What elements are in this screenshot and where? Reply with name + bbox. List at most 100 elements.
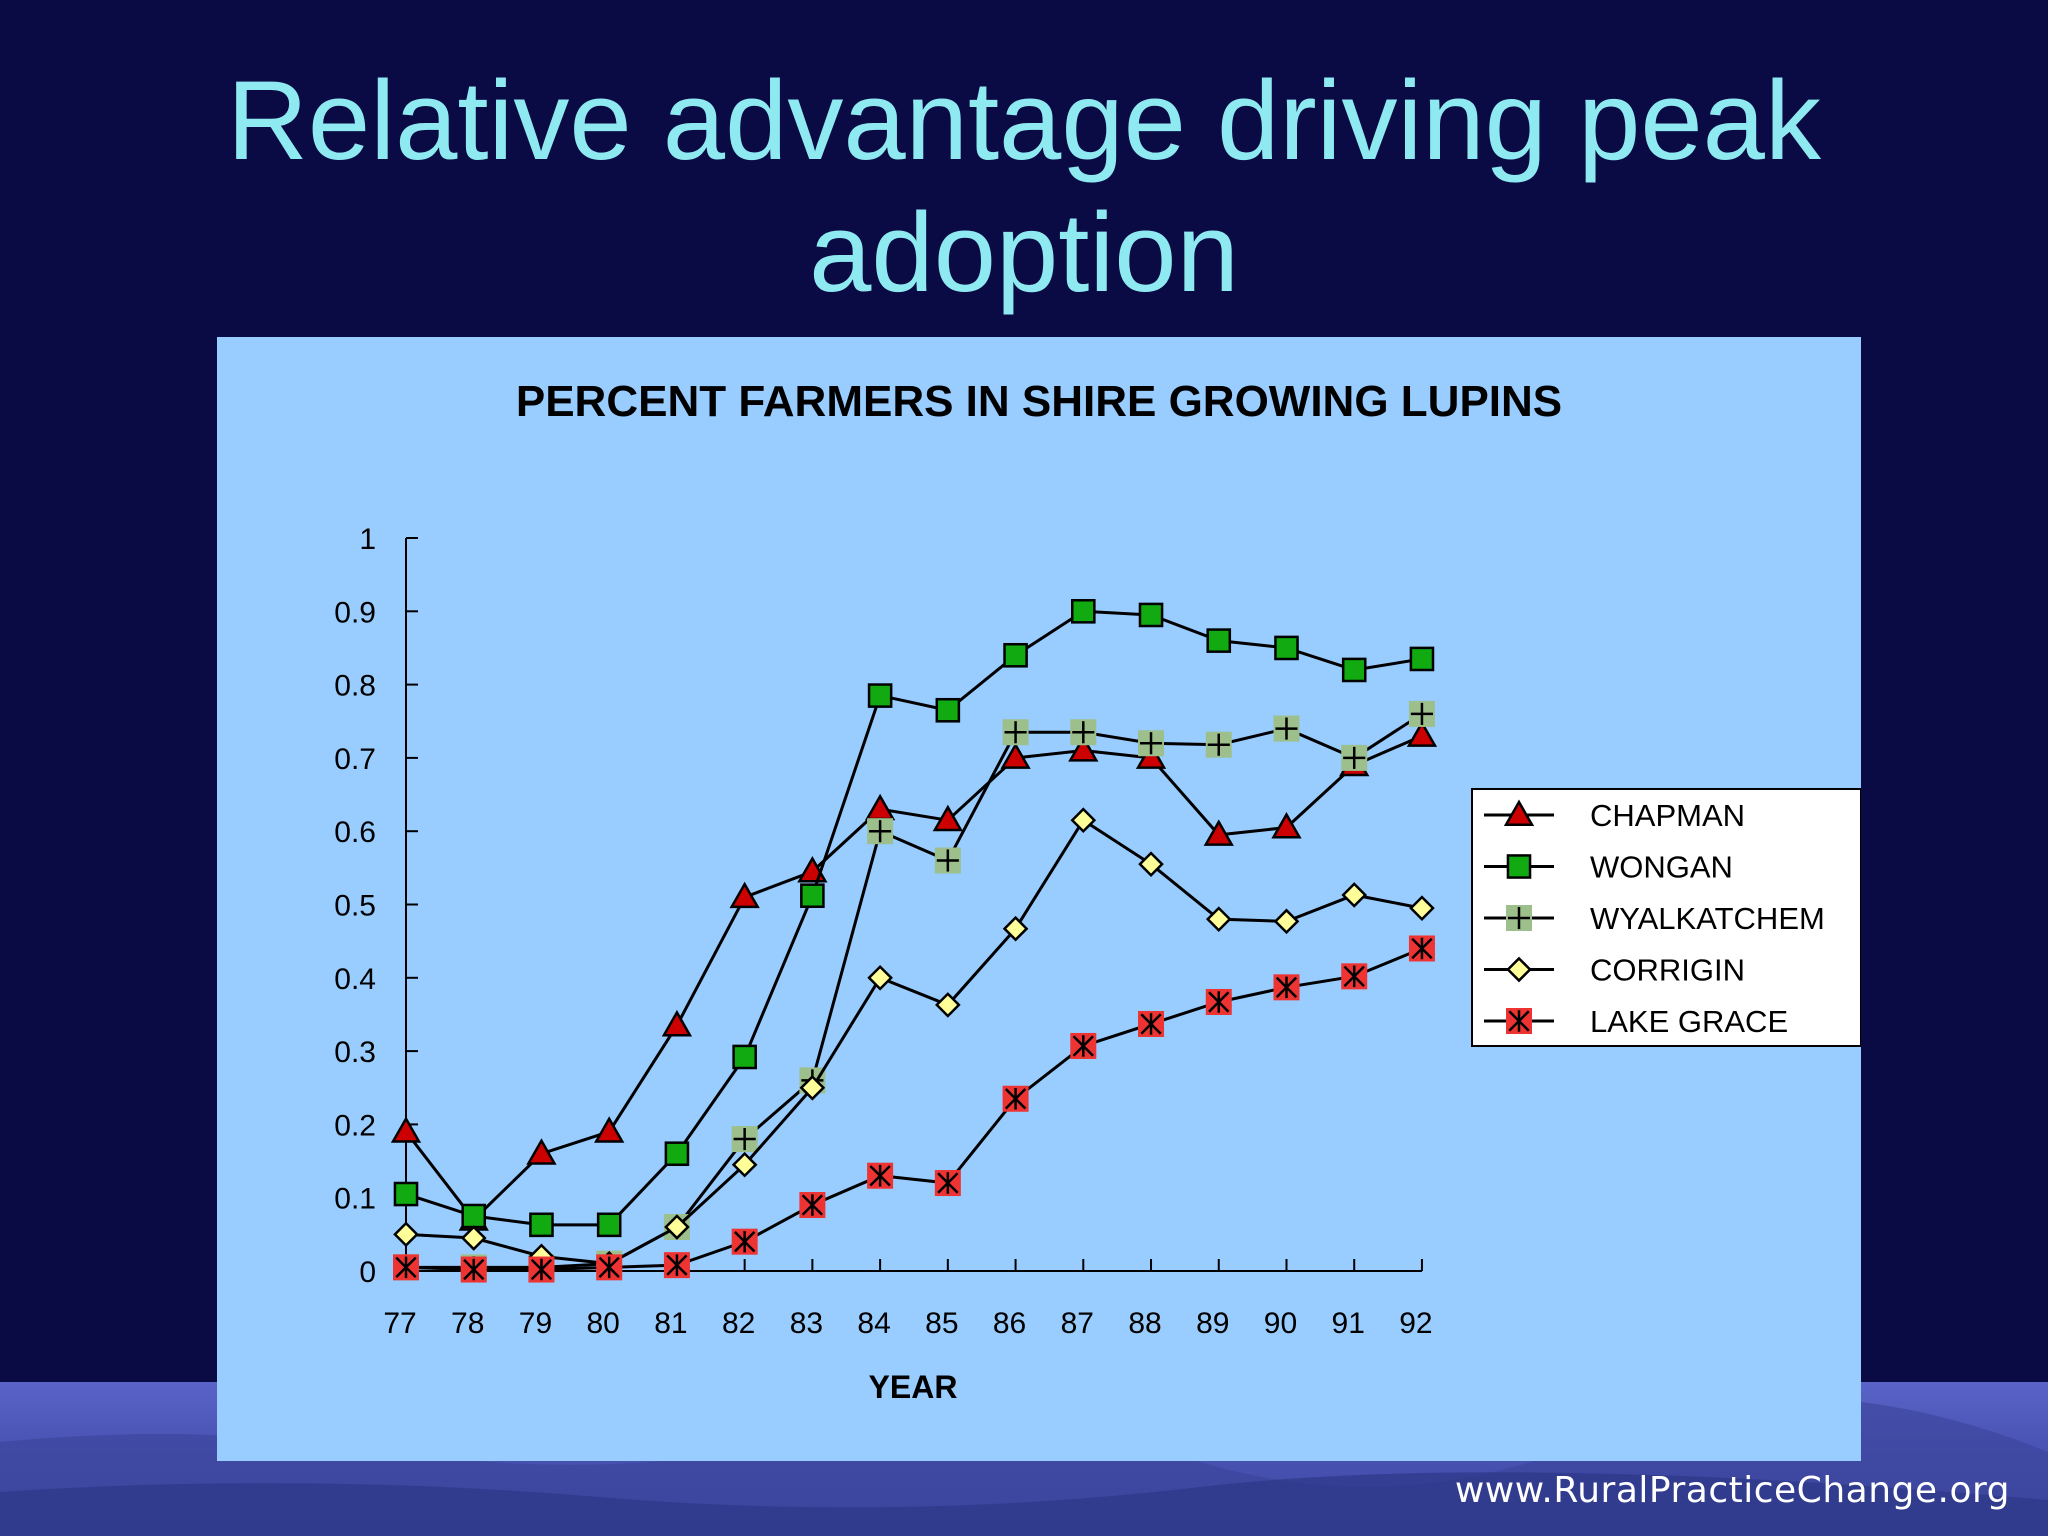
data-point-chapman: [390, 1116, 422, 1143]
x-tick-label: 91: [1332, 1307, 1365, 1340]
x-tick-label: 77: [383, 1307, 416, 1340]
data-point-chapman: [526, 1138, 557, 1165]
x-tick-label: 79: [519, 1307, 552, 1340]
x-tick-label: 82: [722, 1307, 755, 1340]
data-point-wongan: [1274, 635, 1299, 661]
data-point-wongan: [461, 1203, 487, 1229]
legend-item-chapman: CHAPMAN: [1484, 798, 1745, 833]
data-point-lake-grace: [1273, 974, 1300, 1001]
x-tick-label: 84: [857, 1307, 890, 1340]
data-point-corrigin: [731, 1151, 758, 1178]
data-point-lake-grace: [460, 1256, 487, 1283]
chart-panel: PERCENT FARMERS IN SHIRE GROWING LUPINS …: [217, 337, 1861, 1461]
data-point-chapman: [864, 793, 896, 821]
data-point-chapman: [1271, 812, 1302, 839]
data-point-chapman: [1000, 742, 1031, 769]
data-point-lake-grace: [1138, 1010, 1165, 1037]
data-point-wongan: [935, 697, 961, 723]
y-tick-label: 0.6: [334, 816, 376, 849]
y-tick-label: 0.9: [334, 596, 376, 629]
data-point-corrigin: [799, 1074, 826, 1101]
line-chart: PERCENT FARMERS IN SHIRE GROWING LUPINS …: [334, 377, 1861, 1405]
legend-marker-lake-grace: [1506, 1008, 1532, 1034]
data-point-wyalkatchem: [1002, 719, 1029, 746]
y-tick-label: 0.8: [334, 670, 376, 703]
data-point-wyalkatchem: [1408, 700, 1435, 727]
series-corrigin: [393, 807, 1435, 1277]
data-point-lake-grace: [1205, 988, 1232, 1015]
data-point-lake-grace: [393, 1254, 419, 1281]
data-point-wyalkatchem: [1138, 730, 1165, 757]
data-point-wongan: [867, 683, 893, 708]
x-tick-label: 86: [993, 1307, 1026, 1340]
data-point-wongan: [596, 1212, 622, 1238]
legend-marker-wongan: [1506, 854, 1532, 879]
data-point-wongan: [529, 1212, 554, 1238]
data-point-chapman: [661, 1009, 693, 1037]
data-point-wyalkatchem: [867, 818, 894, 845]
series-line-lake-grace: [405, 947, 1423, 1272]
landscape-silhouette: [0, 1397, 2048, 1536]
legend-item-wongan: WONGAN: [1484, 850, 1733, 885]
data-point-corrigin: [393, 1221, 419, 1248]
y-tick-label: 0.5: [334, 890, 376, 923]
legend-marker-wyalkatchem: [1506, 905, 1532, 931]
data-point-wyalkatchem: [1341, 744, 1368, 771]
legend-marker-chapman: [1503, 799, 1535, 826]
data-point-wongan: [1138, 602, 1164, 628]
data-point-wyalkatchem: [1070, 719, 1097, 746]
y-tick-label: 0.4: [334, 963, 376, 996]
x-tick-label: 85: [925, 1307, 958, 1340]
data-point-corrigin: [1070, 807, 1097, 834]
data-point-wongan: [664, 1141, 690, 1167]
x-tick-label: 87: [1061, 1307, 1094, 1340]
slide-title: Relative advantage driving peak adoption: [227, 58, 1821, 315]
data-point-wongan: [1409, 646, 1435, 672]
data-point-wongan: [393, 1181, 419, 1207]
data-point-corrigin: [1138, 851, 1164, 878]
y-tick-label: 0.1: [334, 1183, 376, 1216]
footer-url: www.RuralPracticeChange.org: [1454, 1470, 2010, 1511]
data-point-wongan: [1341, 657, 1367, 683]
y-tick-label: 0: [359, 1256, 376, 1289]
data-point-lake-grace: [934, 1170, 961, 1197]
axes: 0 0.1 0.2 0.3 0.4 0.5 0.6 0.7 0.8 0.9 1 77 78 79 80 81 8…: [334, 523, 1432, 1340]
series-layer: [390, 599, 1438, 1283]
data-point-corrigin: [664, 1214, 690, 1240]
legend-item-corrigin: CORRIGIN: [1484, 953, 1745, 988]
data-point-corrigin: [1273, 908, 1300, 935]
data-point-chapman: [1135, 742, 1167, 769]
data-point-wyalkatchem: [1273, 715, 1300, 742]
data-point-wyalkatchem: [1205, 731, 1232, 758]
x-tick-label: 88: [1128, 1307, 1161, 1340]
data-point-wyalkatchem: [934, 847, 961, 874]
data-point-chapman: [1068, 735, 1099, 762]
legend-label-chapman: CHAPMAN: [1590, 798, 1745, 833]
data-point-corrigin: [1409, 895, 1435, 921]
y-tick-label: 0.3: [334, 1036, 376, 1069]
data-point-corrigin: [460, 1225, 487, 1251]
data-point-lake-grace: [663, 1252, 690, 1279]
legend-label-wyalkatchem: WYALKATCHEM: [1590, 901, 1825, 936]
data-point-lake-grace: [1002, 1085, 1029, 1112]
data-point-lake-grace: [1070, 1032, 1097, 1059]
x-tick-label: 92: [1399, 1307, 1432, 1340]
data-point-chapman: [1406, 720, 1438, 747]
legend: CHAPMAN WONGAN WYALKATCHEM CORRIGIN LAKE GRA…: [1471, 788, 1861, 1047]
data-point-corrigin: [1205, 906, 1232, 932]
x-tick-label: 80: [587, 1307, 620, 1340]
series-line-wongan: [405, 609, 1423, 1227]
series-lake-grace: [393, 935, 1435, 1283]
data-point-wongan: [800, 883, 825, 909]
legend-label-corrigin: CORRIGIN: [1590, 953, 1745, 988]
data-point-wongan: [1003, 642, 1028, 668]
chart-title: PERCENT FARMERS IN SHIRE GROWING LUPINS: [516, 377, 1562, 426]
data-point-corrigin: [1002, 915, 1029, 942]
data-point-chapman: [932, 804, 963, 832]
series-line-chapman: [404, 734, 1423, 1222]
data-point-corrigin: [935, 992, 961, 1018]
x-axis-label: YEAR: [869, 1369, 958, 1405]
legend-item-lake-grace: LAKE GRACE: [1484, 1004, 1788, 1039]
x-tick-label: 83: [790, 1307, 823, 1340]
data-point-chapman: [1203, 819, 1234, 846]
